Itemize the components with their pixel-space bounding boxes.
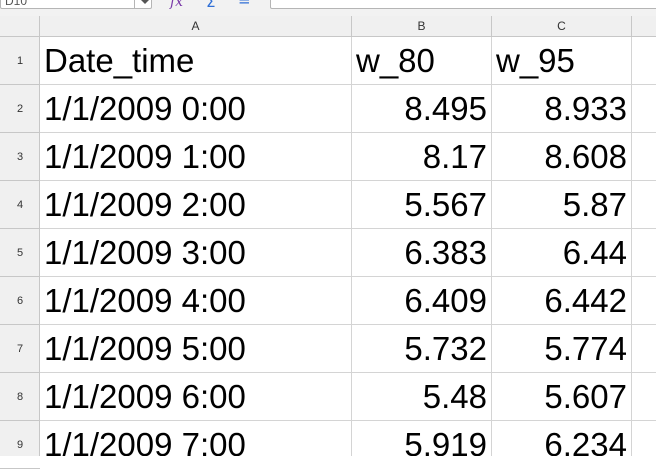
cell-a8[interactable]: 1/1/2009 6:00 [40, 373, 352, 421]
cell-a9[interactable]: 1/1/2009 7:00 [40, 421, 352, 456]
cell-c4[interactable]: 5.87 [492, 181, 632, 229]
cell-c5[interactable]: 6.44 [492, 229, 632, 277]
cell-a1[interactable]: Date_time [40, 37, 352, 85]
column-header-a[interactable]: A [40, 16, 352, 36]
cell-a5[interactable]: 1/1/2009 3:00 [40, 229, 352, 277]
row-header[interactable]: 2 [0, 85, 40, 133]
name-box[interactable]: D10 [0, 0, 152, 9]
cell-d7[interactable] [632, 325, 656, 373]
cell-b8[interactable]: 5.48 [352, 373, 492, 421]
cell-d8[interactable] [632, 373, 656, 421]
row-header[interactable]: 5 [0, 229, 40, 277]
cell-c9[interactable]: 6.234 [492, 421, 632, 456]
column-header-c[interactable]: C [492, 16, 632, 36]
cell-c2[interactable]: 8.933 [492, 85, 632, 133]
column-header-d[interactable] [632, 16, 656, 36]
cell-c1[interactable]: w_95 [492, 37, 632, 85]
cell-d1[interactable] [632, 37, 656, 85]
formula-icon[interactable]: = [238, 0, 251, 10]
select-all-corner[interactable] [0, 16, 40, 36]
formula-bar: D10 fx Σ = [0, 0, 656, 17]
sum-icon[interactable]: Σ [206, 0, 216, 11]
cell-b4[interactable]: 5.567 [352, 181, 492, 229]
cell-b6[interactable]: 6.409 [352, 277, 492, 325]
cell-b9[interactable]: 5.919 [352, 421, 492, 456]
chevron-down-icon [141, 0, 149, 4]
row-header[interactable]: 6 [0, 277, 40, 325]
cell-b2[interactable]: 8.495 [352, 85, 492, 133]
cell-b5[interactable]: 6.383 [352, 229, 492, 277]
name-box-dropdown-button[interactable] [134, 0, 154, 9]
formula-input[interactable] [270, 0, 656, 9]
cell-a2[interactable]: 1/1/2009 0:00 [40, 85, 352, 133]
column-header-b[interactable]: B [352, 16, 492, 36]
row-header[interactable]: 1 [0, 37, 40, 85]
cell-c6[interactable]: 6.442 [492, 277, 632, 325]
function-wizard-icon[interactable]: fx [170, 0, 184, 10]
row-header[interactable]: 7 [0, 325, 40, 373]
cell-a4[interactable]: 1/1/2009 2:00 [40, 181, 352, 229]
cell-d9[interactable] [632, 421, 656, 456]
cell-d2[interactable] [632, 85, 656, 133]
cell-d6[interactable] [632, 277, 656, 325]
cell-d3[interactable] [632, 133, 656, 181]
cell-a6[interactable]: 1/1/2009 4:00 [40, 277, 352, 325]
cell-d4[interactable] [632, 181, 656, 229]
row-header[interactable]: 4 [0, 181, 40, 229]
cell-d5[interactable] [632, 229, 656, 277]
cell-c7[interactable]: 5.774 [492, 325, 632, 373]
row-header-column: 1 2 3 4 5 6 7 8 9 [0, 37, 40, 469]
cell-a3[interactable]: 1/1/2009 1:00 [40, 133, 352, 181]
cell-b1[interactable]: w_80 [352, 37, 492, 85]
cell-c3[interactable]: 8.608 [492, 133, 632, 181]
row-header[interactable]: 8 [0, 373, 40, 421]
cell-b7[interactable]: 5.732 [352, 325, 492, 373]
column-header-row: A B C [0, 16, 656, 37]
cell-c8[interactable]: 5.607 [492, 373, 632, 421]
cell-grid: Date_time w_80 w_95 1/1/2009 0:00 8.495 … [40, 37, 656, 456]
cell-a7[interactable]: 1/1/2009 5:00 [40, 325, 352, 373]
row-header[interactable]: 3 [0, 133, 40, 181]
row-header[interactable]: 9 [0, 421, 40, 469]
cell-b3[interactable]: 8.17 [352, 133, 492, 181]
